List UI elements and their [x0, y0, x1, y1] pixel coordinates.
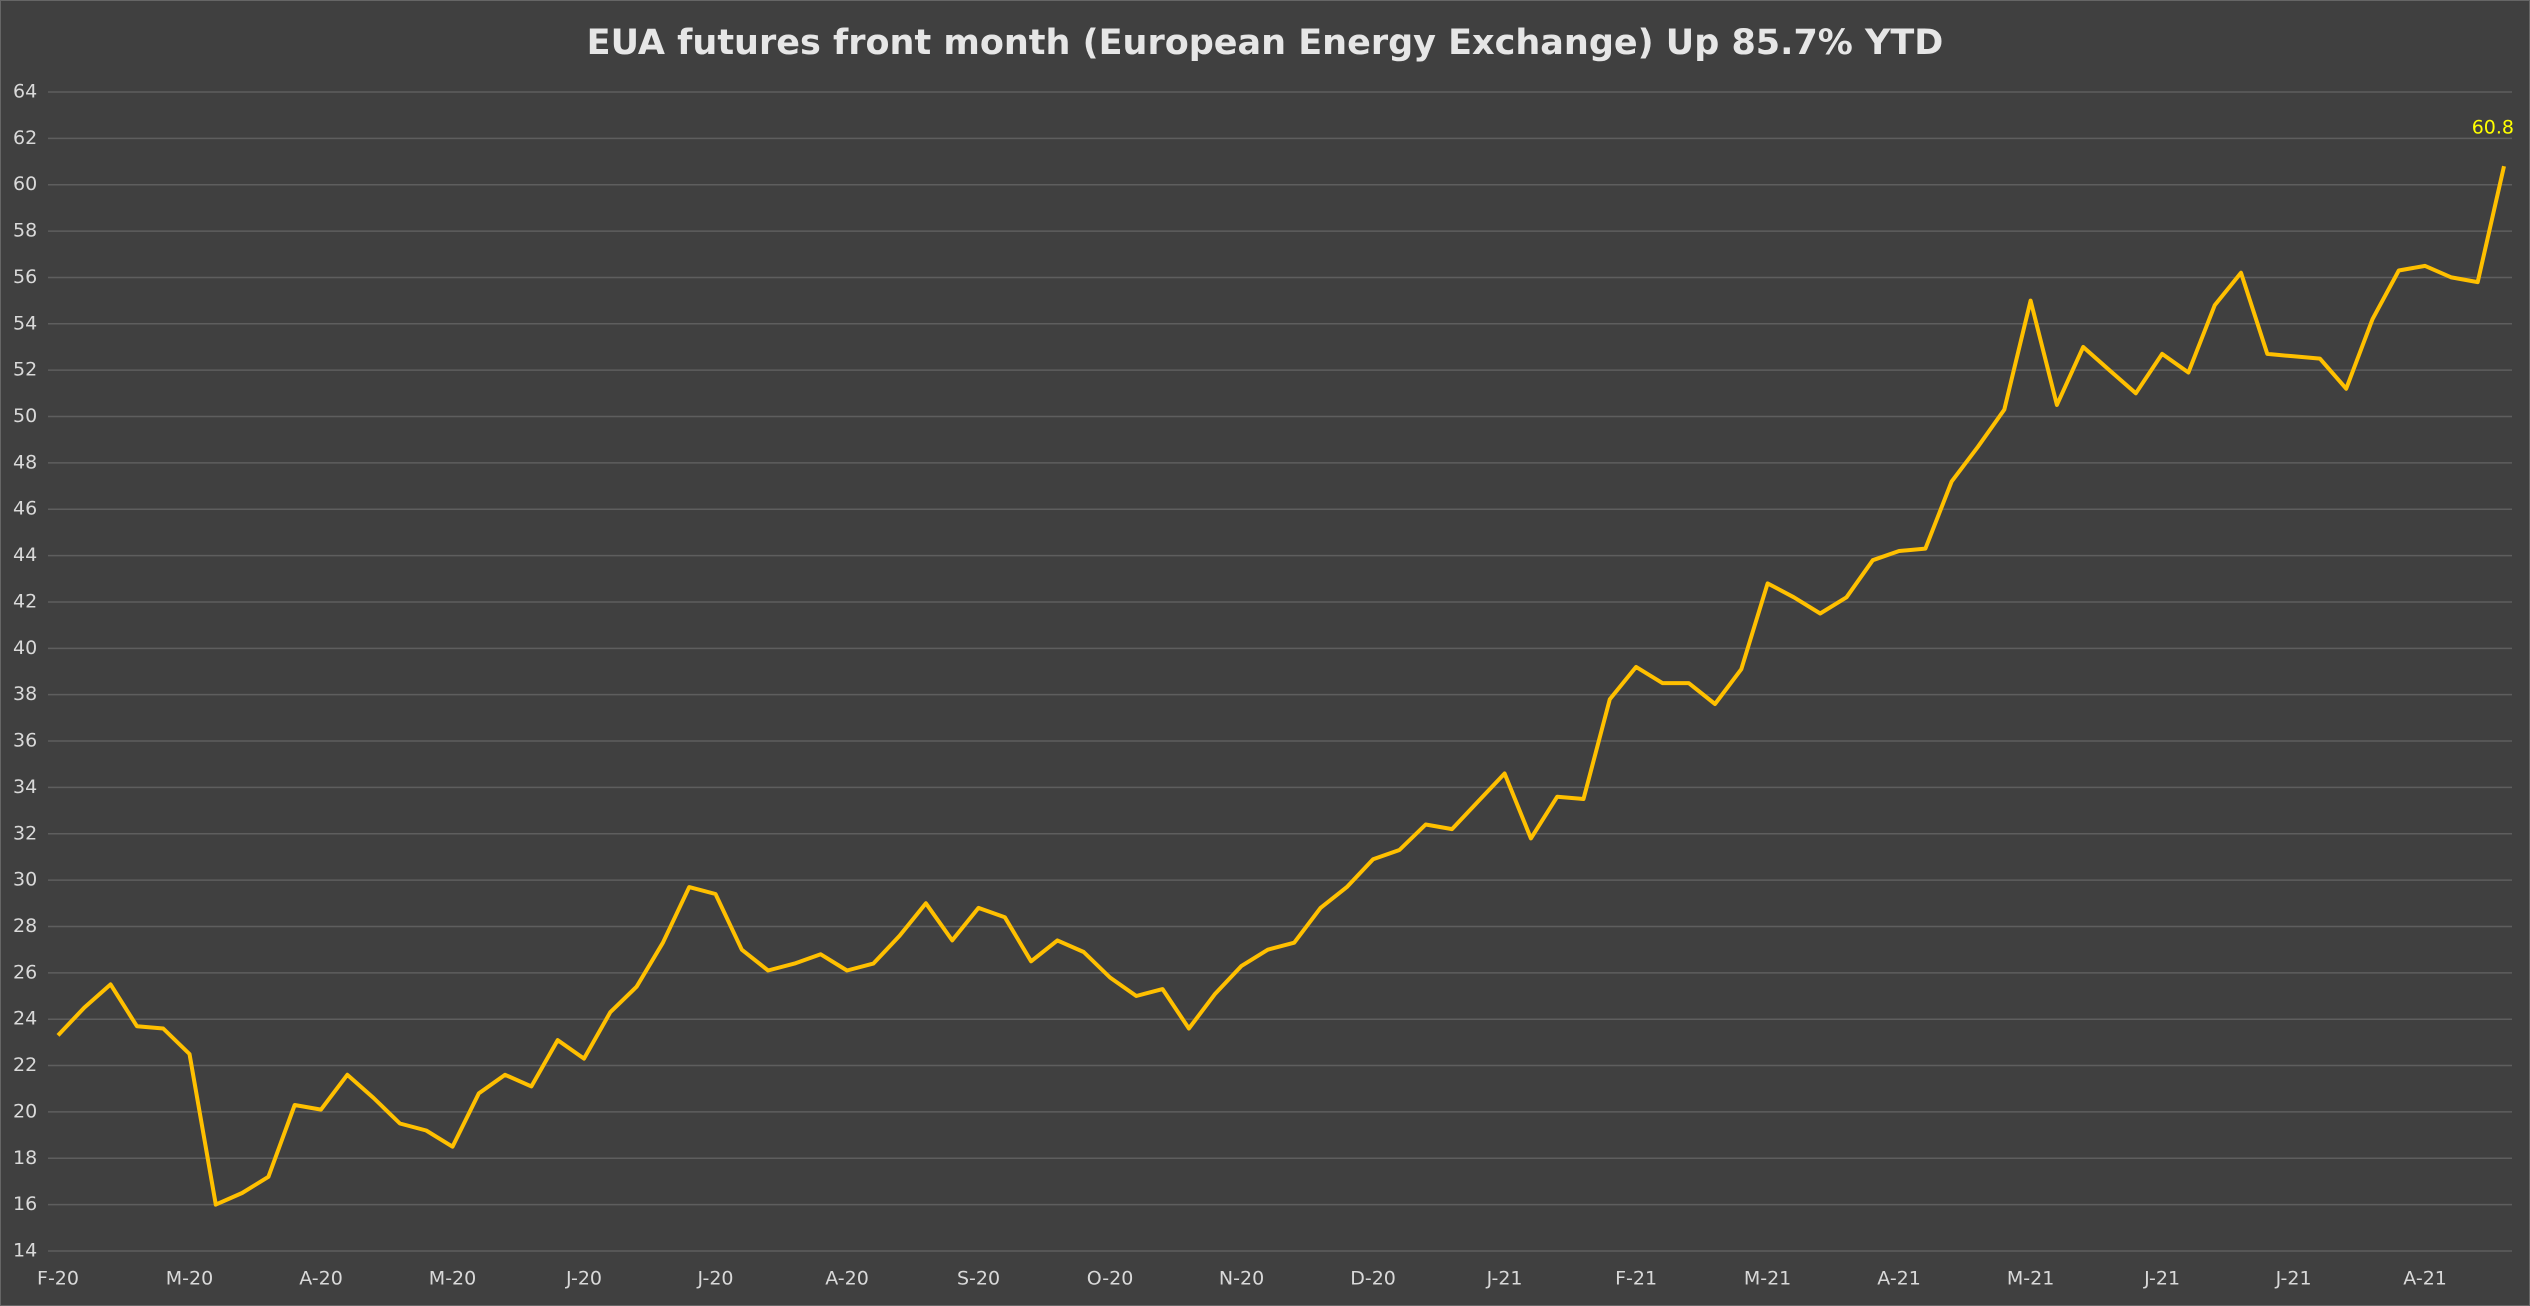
chart-title: EUA futures front month (European Energy…: [587, 23, 1944, 63]
x-tick-label: J-20: [565, 1268, 602, 1290]
x-tick-label: S-20: [957, 1268, 1000, 1290]
x-tick-label: J-20: [697, 1268, 734, 1290]
x-tick-label: D-20: [1350, 1268, 1396, 1290]
y-tick-label: 18: [13, 1147, 37, 1169]
x-tick-label: M-21: [1744, 1268, 1791, 1290]
x-tick-label: J-21: [2275, 1268, 2312, 1290]
x-tick-label: M-20: [166, 1268, 213, 1290]
y-tick-label: 60: [13, 173, 37, 195]
y-tick-label: 34: [13, 776, 37, 798]
y-tick-label: 64: [13, 81, 37, 103]
y-tick-label: 28: [13, 915, 37, 937]
y-tick-label: 24: [13, 1008, 37, 1030]
x-tick-label: J-21: [1486, 1268, 1523, 1290]
x-tick-label: J-21: [2143, 1268, 2180, 1290]
y-tick-label: 54: [13, 312, 37, 334]
y-tick-label: 22: [13, 1054, 37, 1076]
x-tick-label: N-20: [1219, 1268, 1264, 1290]
y-tick-label: 50: [13, 405, 37, 427]
y-tick-label: 38: [13, 683, 37, 705]
y-tick-label: 30: [13, 869, 37, 891]
y-tick-label: 20: [13, 1100, 37, 1122]
y-tick-label: 40: [13, 637, 37, 659]
y-tick-label: 32: [13, 822, 37, 844]
x-tick-label: M-20: [429, 1268, 476, 1290]
y-tick-label: 62: [13, 127, 37, 149]
y-tick-label: 46: [13, 498, 37, 520]
x-tick-label: F-20: [37, 1268, 79, 1290]
x-tick-label: M-21: [2007, 1268, 2054, 1290]
y-tick-label: 16: [13, 1193, 37, 1215]
x-tick-label: A-21: [2403, 1268, 2447, 1290]
y-tick-label: 14: [13, 1240, 37, 1262]
x-tick-label: A-20: [299, 1268, 343, 1290]
x-tick-label: A-21: [1877, 1268, 1921, 1290]
price-line: [56, 165, 2506, 1207]
y-tick-label: 56: [13, 266, 37, 288]
x-tick-label: F-21: [1615, 1268, 1657, 1290]
y-tick-label: 58: [13, 220, 37, 242]
y-tick-label: 48: [13, 451, 37, 473]
y-tick-label: 42: [13, 590, 37, 612]
last-value-label: 60.8: [2472, 117, 2514, 139]
y-tick-label: 36: [13, 730, 37, 752]
x-tick-label: A-20: [825, 1268, 869, 1290]
x-tick-label: O-20: [1087, 1268, 1134, 1290]
y-tick-label: 26: [13, 961, 37, 983]
y-tick-label: 52: [13, 359, 37, 381]
y-tick-label: 44: [13, 544, 37, 566]
